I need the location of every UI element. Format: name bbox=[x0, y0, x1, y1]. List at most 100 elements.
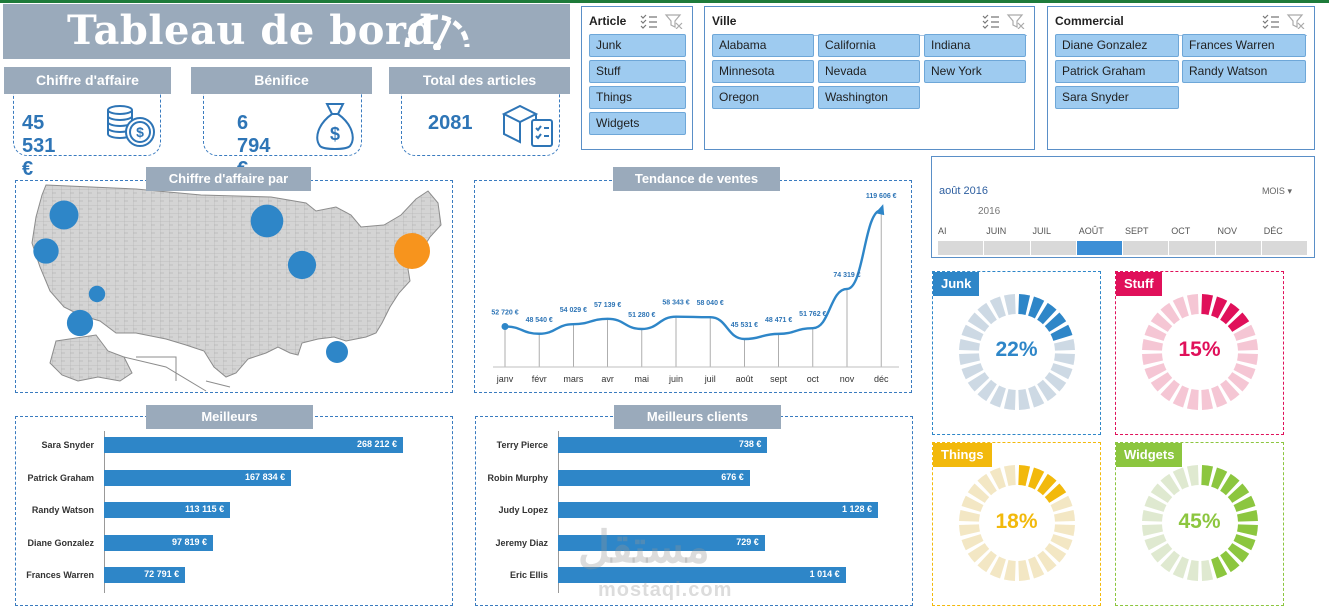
bar-value-label: 729 € bbox=[736, 536, 759, 547]
trend-tick-label: mars bbox=[563, 374, 583, 384]
timeline-month-cell[interactable] bbox=[1169, 241, 1216, 255]
bar[interactable]: 268 212 € bbox=[104, 437, 403, 453]
slicer-ville-item-washington[interactable]: Washington bbox=[818, 86, 920, 109]
timeline-month-cell[interactable] bbox=[1216, 241, 1262, 255]
coins-dollar-icon: $ bbox=[107, 105, 155, 147]
timeline-month-label[interactable]: SEPT bbox=[1125, 226, 1149, 236]
trend-tick-label: oct bbox=[807, 374, 820, 384]
bar-category-label: Robin Murphy bbox=[487, 472, 549, 483]
slicer-article-item-things[interactable]: Things bbox=[589, 86, 686, 109]
slicer-commercial-item-patrick-graham[interactable]: Patrick Graham bbox=[1055, 60, 1179, 83]
trend-data-label: 74 319 € bbox=[833, 272, 860, 279]
top-accent-bar bbox=[0, 0, 1329, 3]
timeline-month-label[interactable]: NOV bbox=[1217, 226, 1238, 236]
timeline-month-cell[interactable] bbox=[1262, 241, 1308, 255]
trend-data-label: 51 762 € bbox=[799, 311, 826, 318]
donut-segment-empty bbox=[1028, 385, 1045, 408]
timeline-month-label[interactable]: JUIN bbox=[986, 226, 1007, 236]
bar[interactable]: 1 014 € bbox=[558, 567, 846, 583]
kpi-articles-body bbox=[401, 93, 560, 156]
slicer-ville-item-alabama[interactable]: Alabama bbox=[712, 34, 814, 57]
timeline-unit-dropdown[interactable]: MOIS ▾ bbox=[1262, 186, 1292, 197]
timeline-track[interactable] bbox=[938, 241, 1308, 255]
timeline-month-cell[interactable] bbox=[938, 241, 985, 255]
timeline-selected-month[interactable] bbox=[1076, 241, 1123, 255]
donut-segment-filled bbox=[1028, 467, 1045, 490]
donut-segment-empty bbox=[959, 524, 980, 537]
donut-segment-filled bbox=[1220, 302, 1240, 325]
slicer-ville-tools bbox=[982, 13, 1026, 34]
timeline-month-label[interactable]: DÉC bbox=[1263, 226, 1283, 236]
multi-select-icon[interactable] bbox=[982, 14, 999, 29]
donut-segment-empty bbox=[1050, 495, 1073, 512]
bar[interactable]: 738 € bbox=[558, 437, 768, 453]
clear-filter-icon[interactable] bbox=[1006, 14, 1025, 30]
donut-segment-empty bbox=[1003, 294, 1016, 315]
donut-segment-empty bbox=[967, 372, 990, 392]
clear-filter-icon[interactable] bbox=[664, 14, 683, 30]
trend-data-label: 48 540 € bbox=[526, 317, 553, 324]
slicer-ville-item-california[interactable]: California bbox=[818, 34, 920, 57]
map-bubble-indiana[interactable] bbox=[287, 250, 317, 280]
kpi-profit-label: Bénifice bbox=[191, 67, 372, 94]
clear-filter-icon[interactable] bbox=[1286, 14, 1305, 30]
trend-panel: 52 720 € janv 48 540 € févr 54 029 € mars 57 1… bbox=[474, 167, 912, 393]
map-bubble-nevada[interactable] bbox=[88, 285, 106, 303]
bar[interactable]: 72 791 € bbox=[104, 567, 186, 583]
slicer-commercial-item-randy-watson[interactable]: Randy Watson bbox=[1182, 60, 1306, 83]
multi-select-icon[interactable] bbox=[640, 14, 657, 29]
donut-segment-empty bbox=[1144, 534, 1167, 551]
bar[interactable]: 1 128 € bbox=[558, 502, 878, 518]
bar-category-label: Randy Watson bbox=[31, 505, 94, 515]
sales-trend-chart: 52 720 € janv 48 540 € févr 54 029 € mars 57 1… bbox=[491, 193, 899, 384]
timeline-month-label[interactable]: AI bbox=[938, 226, 947, 236]
bar[interactable]: 729 € bbox=[558, 534, 765, 551]
timeline-month-label[interactable]: JUIL bbox=[1032, 226, 1052, 236]
donut-segment-empty bbox=[1144, 363, 1167, 380]
map-bubble-oregon[interactable] bbox=[33, 238, 59, 264]
map-bubble-minnesota[interactable] bbox=[250, 204, 284, 238]
slicer-commercial-item-frances-warren[interactable]: Frances Warren bbox=[1182, 34, 1306, 57]
multi-select-icon[interactable] bbox=[1262, 14, 1279, 29]
best-clients-panel: Terry Pierce 738 € Robin Murphy 676 € Judy L… bbox=[475, 405, 913, 606]
slicer-article-item-junk[interactable]: Junk bbox=[589, 34, 686, 57]
donut-segment-filled bbox=[1233, 495, 1256, 512]
slicer-article-item-widgets[interactable]: Widgets bbox=[589, 112, 686, 135]
map-bubble-alabama[interactable] bbox=[326, 341, 348, 363]
donut-segment-empty bbox=[1037, 550, 1057, 573]
slicer-commercial: Commercial Diane Gonzalez Frances Warren… bbox=[1047, 6, 1315, 150]
donut-segment-empty bbox=[1050, 534, 1073, 551]
donut-segment-empty bbox=[959, 338, 980, 351]
slicer-ville-item-indiana[interactable]: Indiana bbox=[924, 34, 1026, 57]
slicer-ville-item-new-york[interactable]: New York bbox=[924, 60, 1026, 83]
donut-segment-empty bbox=[1150, 312, 1173, 332]
donut-widgets-label: Widgets bbox=[1116, 443, 1183, 467]
donut-segment-empty bbox=[1211, 385, 1228, 408]
donut-segment-empty bbox=[1237, 353, 1258, 366]
timeline-month-label[interactable]: AOÛT bbox=[1078, 226, 1104, 236]
svg-text:$: $ bbox=[136, 124, 144, 140]
trend-data-label: 52 720 € bbox=[491, 309, 518, 316]
slicer-ville-item-nevada[interactable]: Nevada bbox=[818, 60, 920, 83]
bar-category-label: Patrick Graham bbox=[27, 472, 94, 483]
map-bubble-new-york[interactable] bbox=[394, 233, 430, 269]
slicer-commercial-item-diane-gonzalez[interactable]: Diane Gonzalez bbox=[1055, 34, 1179, 57]
trend-data-label: 58 040 € bbox=[697, 300, 724, 307]
bar-value-label: 167 834 € bbox=[245, 471, 286, 482]
bar[interactable]: 113 115 € bbox=[104, 502, 231, 518]
bar[interactable]: 167 834 € bbox=[104, 469, 292, 486]
timeline-month-cell[interactable] bbox=[1031, 241, 1077, 255]
slicer-ville-item-minnesota[interactable]: Minnesota bbox=[712, 60, 814, 83]
trend-tick-label: juin bbox=[668, 374, 683, 384]
bar[interactable]: 97 819 € bbox=[104, 534, 214, 551]
map-bubble-california[interactable] bbox=[66, 309, 94, 337]
slicer-ville-item-oregon[interactable]: Oregon bbox=[712, 86, 814, 109]
slicer-commercial-item-sara-snyder[interactable]: Sara Snyder bbox=[1055, 86, 1179, 109]
timeline-month-cell[interactable] bbox=[1123, 241, 1170, 255]
slicer-article-item-stuff[interactable]: Stuff bbox=[589, 60, 686, 83]
timeline-month-label[interactable]: OCT bbox=[1171, 226, 1191, 236]
timeline-month-cell[interactable] bbox=[984, 241, 1031, 255]
bar[interactable]: 676 € bbox=[558, 469, 750, 486]
map-bubble-washington[interactable] bbox=[49, 200, 79, 230]
trend-data-label: 58 343 € bbox=[662, 300, 689, 307]
